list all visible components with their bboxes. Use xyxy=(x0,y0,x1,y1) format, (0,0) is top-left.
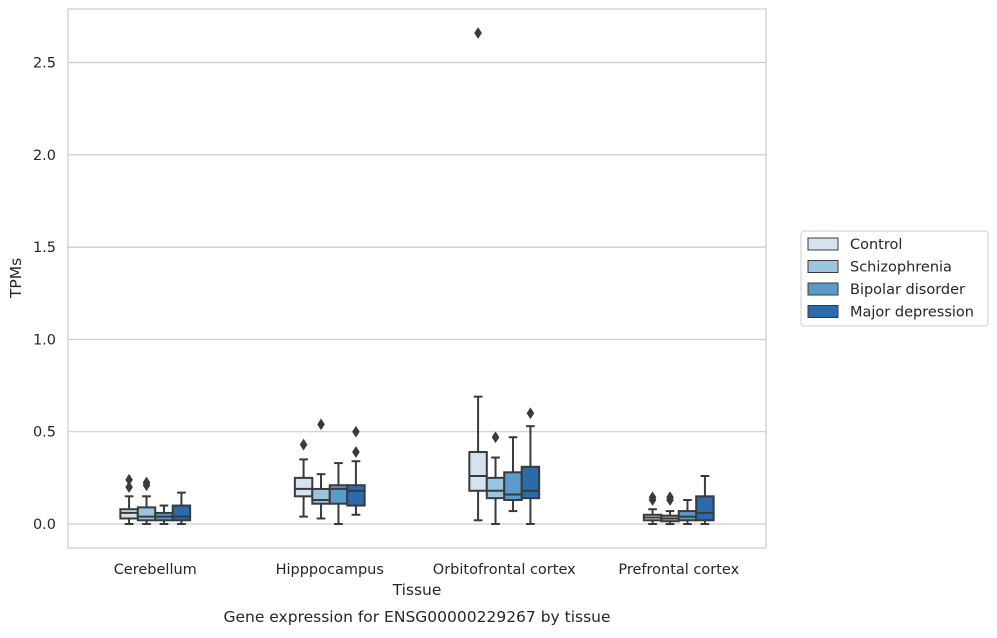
box-group xyxy=(171,491,192,526)
x-axis-title: Tissue xyxy=(392,581,442,599)
box-group xyxy=(660,491,680,526)
box xyxy=(311,487,331,505)
outlier-point xyxy=(142,476,151,489)
box xyxy=(468,451,488,492)
box xyxy=(171,504,192,522)
y-tick-label: 0.5 xyxy=(33,425,56,441)
box-group xyxy=(119,473,139,526)
legend-swatch xyxy=(807,237,839,251)
box xyxy=(520,465,541,500)
legend: Control Schizophrenia Bipolar disorder Majo… xyxy=(800,230,989,327)
box-group xyxy=(346,425,366,516)
plot-frame xyxy=(67,8,767,549)
legend-label: Schizophrenia xyxy=(850,260,952,276)
legend-swatch xyxy=(807,305,839,318)
box-group xyxy=(468,27,488,522)
box xyxy=(346,484,366,507)
box-group xyxy=(695,475,715,526)
box xyxy=(293,476,314,498)
outlier-point xyxy=(125,473,133,486)
legend-label: Major depression xyxy=(850,305,974,321)
box-group xyxy=(136,476,157,526)
boxes-layer xyxy=(119,27,715,526)
box-group xyxy=(520,407,541,526)
outlier-point xyxy=(125,481,133,493)
box-group xyxy=(485,431,506,526)
box xyxy=(485,476,506,500)
y-axis-title: TPMs xyxy=(7,258,25,299)
chart-caption: Gene expression for ENSG00000229267 by t… xyxy=(223,608,610,626)
outlier-point xyxy=(666,491,674,504)
x-tick-labels: Cerebellum Hipppocampus Orbitofrontal cort… xyxy=(114,562,740,578)
box xyxy=(503,471,523,502)
outlier-point xyxy=(352,446,360,458)
box-group xyxy=(293,438,314,518)
plot-background xyxy=(68,9,766,548)
y-tick-label: 0.0 xyxy=(33,517,56,533)
x-tick-label: Orbitofrontal cortex xyxy=(433,562,576,578)
outlier-point xyxy=(474,27,482,39)
y-tick-label: 1.5 xyxy=(33,240,56,256)
box xyxy=(695,495,715,522)
legend-frame xyxy=(800,230,989,327)
y-tick-label: 2.5 xyxy=(33,56,56,72)
outlier-point xyxy=(317,418,325,431)
x-tick-label: Prefrontal cortex xyxy=(618,562,739,578)
outlier-point xyxy=(526,407,535,420)
y-tick-label: 1.0 xyxy=(33,332,56,348)
y-tick-labels: 0.0 0.5 1.0 1.5 2.0 2.5 xyxy=(33,56,56,533)
legend-label: Bipolar disorder xyxy=(850,282,965,298)
x-tick-label: Hipppocampus xyxy=(276,562,384,578)
legend-swatch xyxy=(807,282,839,296)
outlier-point xyxy=(299,438,308,451)
legend-label: Control xyxy=(850,237,902,253)
y-tick-label: 2.0 xyxy=(33,148,56,164)
outlier-point xyxy=(352,425,360,438)
outlier-point xyxy=(648,491,657,504)
legend-swatch xyxy=(807,260,839,273)
box xyxy=(136,506,157,522)
outlier-point xyxy=(491,431,500,444)
x-tick-label: Cerebellum xyxy=(114,562,197,578)
